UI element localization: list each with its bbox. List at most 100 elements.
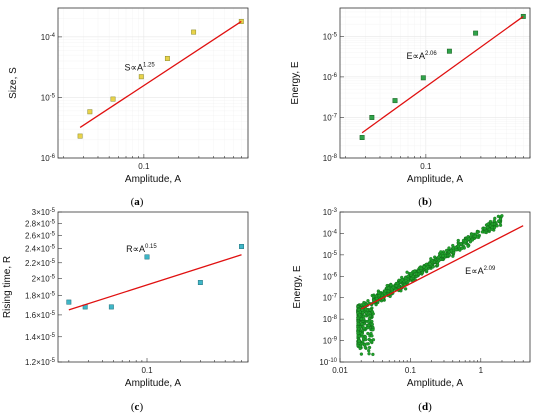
data-point bbox=[357, 334, 361, 338]
data-point bbox=[395, 281, 400, 286]
plot-frame bbox=[57, 7, 249, 159]
data-point bbox=[463, 239, 468, 243]
data-point bbox=[371, 295, 376, 299]
data-point bbox=[361, 337, 366, 341]
y-tick-label: 2.8×10-5 bbox=[25, 219, 56, 228]
data-point bbox=[371, 328, 375, 332]
data-point bbox=[362, 326, 366, 330]
data-point bbox=[403, 287, 408, 291]
data-point bbox=[409, 272, 413, 276]
x-axis-label: Amplitude, A bbox=[407, 378, 463, 389]
data-point bbox=[449, 249, 454, 253]
data-point bbox=[391, 285, 395, 290]
data-point bbox=[359, 352, 364, 356]
data-point bbox=[383, 289, 388, 293]
data-point bbox=[431, 265, 435, 269]
plot-frame bbox=[339, 7, 531, 159]
data-point bbox=[386, 286, 391, 290]
x-tick-label: 0.1 bbox=[420, 162, 432, 171]
data-point bbox=[490, 225, 494, 230]
y-tick-label: 1.2×10-5 bbox=[25, 358, 56, 367]
panel-caption: (c) bbox=[131, 401, 144, 413]
grid bbox=[340, 7, 531, 159]
data-point bbox=[368, 308, 373, 312]
data-point bbox=[520, 13, 526, 19]
data-point bbox=[367, 345, 372, 350]
y-tick-label: 2×10-5 bbox=[32, 274, 56, 283]
data-point bbox=[366, 331, 370, 336]
data-point bbox=[356, 322, 360, 326]
data-point bbox=[377, 293, 381, 298]
x-tick-label: 0.01 bbox=[332, 366, 348, 375]
data-layer bbox=[66, 244, 244, 311]
data-point bbox=[456, 238, 460, 243]
data-point bbox=[368, 314, 372, 318]
data-point bbox=[473, 30, 479, 36]
panel-c: 0.1 1.2×10-5 1.4×10-5 1.6×10-5 1.8×10-5 2×10-… bbox=[2, 208, 249, 413]
data-point bbox=[363, 307, 368, 311]
data-point bbox=[492, 219, 496, 223]
data-point bbox=[363, 345, 367, 350]
data-point bbox=[191, 29, 197, 35]
plot-frame bbox=[57, 211, 249, 363]
data-point bbox=[473, 234, 477, 238]
data-point bbox=[404, 278, 408, 283]
data-point bbox=[447, 246, 451, 250]
data-point bbox=[357, 308, 361, 312]
data-point bbox=[361, 302, 366, 307]
y-tick-label: 1.6×10-5 bbox=[25, 311, 56, 320]
y-tick-label: 2.2×10-5 bbox=[25, 259, 56, 268]
y-tick-label: 10-8 bbox=[323, 154, 338, 163]
data-point bbox=[392, 98, 398, 104]
data-point bbox=[367, 349, 371, 353]
y-tick-label: 2.4×10-5 bbox=[25, 245, 56, 254]
data-point bbox=[364, 311, 369, 315]
y-tick-label: 10-3 bbox=[323, 208, 338, 217]
x-tick-label: 0.1 bbox=[405, 366, 417, 375]
y-tick-label: 10-6 bbox=[323, 73, 338, 82]
data-point bbox=[420, 270, 425, 275]
panel-caption: (d) bbox=[418, 401, 432, 413]
y-tick-label: 10-4 bbox=[323, 229, 338, 238]
data-point bbox=[496, 219, 501, 223]
data-point bbox=[405, 270, 409, 274]
data-point bbox=[447, 253, 452, 257]
data-point bbox=[367, 319, 371, 323]
data-point bbox=[419, 266, 423, 271]
data-point bbox=[370, 310, 375, 314]
panel-caption: (a) bbox=[131, 196, 144, 208]
plot-frame bbox=[339, 211, 531, 363]
data-point bbox=[366, 299, 370, 303]
x-axis-label: Amplitude, A bbox=[125, 174, 181, 185]
y-tick-label: 10-8 bbox=[323, 315, 338, 324]
data-point bbox=[480, 230, 484, 234]
data-point bbox=[466, 244, 470, 248]
data-point bbox=[467, 237, 471, 241]
panel-a: 0.1 10-6 10-5 10-4 Amplitude, A Size, S S∝A1.2… bbox=[8, 7, 249, 208]
y-tick-label: 1.8×10-5 bbox=[25, 292, 56, 301]
data-point bbox=[441, 254, 445, 258]
data-point bbox=[495, 224, 499, 228]
data-point bbox=[66, 299, 72, 305]
panel-b: 0.1 10-8 10-7 10-6 10-5 Amplitude, A Energy, E… bbox=[290, 7, 531, 208]
data-point bbox=[437, 259, 441, 263]
y-axis-label: Energy, E bbox=[292, 265, 303, 308]
y-tick-label: 10-5 bbox=[323, 32, 338, 41]
data-point bbox=[360, 322, 364, 326]
data-point bbox=[110, 96, 116, 102]
data-point bbox=[422, 265, 426, 269]
data-point bbox=[483, 226, 487, 231]
data-point bbox=[496, 214, 501, 219]
data-point bbox=[485, 225, 490, 230]
y-tick-label: 10-7 bbox=[323, 294, 338, 303]
y-tick-label: 10-9 bbox=[323, 337, 338, 346]
x-axis-label: Amplitude, A bbox=[407, 174, 463, 185]
fit-line bbox=[360, 225, 524, 310]
data-point bbox=[87, 109, 93, 115]
data-point bbox=[357, 313, 362, 317]
data-point bbox=[370, 334, 374, 338]
y-tick-label: 2.6×10-5 bbox=[25, 231, 56, 240]
grid bbox=[58, 7, 249, 159]
data-point bbox=[487, 227, 492, 232]
